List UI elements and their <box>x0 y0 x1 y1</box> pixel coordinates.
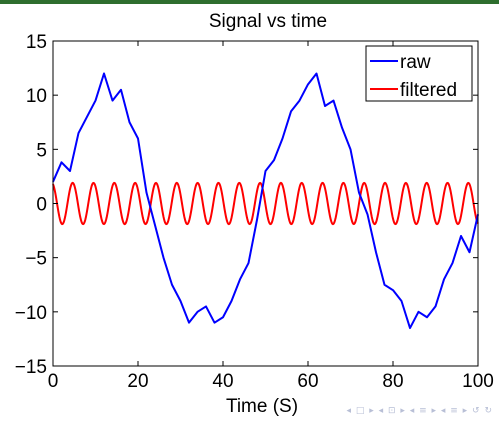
x-tick-label: 80 <box>382 371 403 392</box>
x-tick-label: 40 <box>212 371 233 392</box>
y-tick-label: 10 <box>26 86 47 107</box>
y-tick-label: −15 <box>15 357 47 378</box>
chart-title: Signal vs time <box>209 11 327 32</box>
series-filtered-line <box>52 181 479 226</box>
slide-navigation-icons[interactable]: ◂ □ ▸ ◂ ⊡ ▸ ◂ ≡ ▸ ◂ ≡ ▸ ↺ ↻ <box>346 406 493 416</box>
x-tick-label: 0 <box>48 371 59 392</box>
y-tick-label: −5 <box>25 249 47 270</box>
legend-filtered-label: filtered <box>400 80 457 101</box>
legend: raw filtered <box>365 45 473 102</box>
legend-raw-label: raw <box>400 52 431 73</box>
slide-top-bar <box>0 0 499 4</box>
y-tick-label: 5 <box>36 140 47 161</box>
y-tick-label: −10 <box>15 303 47 324</box>
series-layer <box>52 72 479 330</box>
x-axis-label: Time (S) <box>226 396 298 417</box>
legend-box <box>365 45 473 102</box>
y-tick-label: 0 <box>36 195 47 216</box>
x-tick-label: 20 <box>127 371 148 392</box>
series-raw-line <box>52 72 479 330</box>
x-tick-label: 100 <box>462 371 494 392</box>
y-tick-label: 15 <box>26 32 47 53</box>
axis-ticks: 0 20 40 60 80 100 −15 −10 −5 0 5 10 15 <box>15 32 494 392</box>
x-tick-label: 60 <box>297 371 318 392</box>
